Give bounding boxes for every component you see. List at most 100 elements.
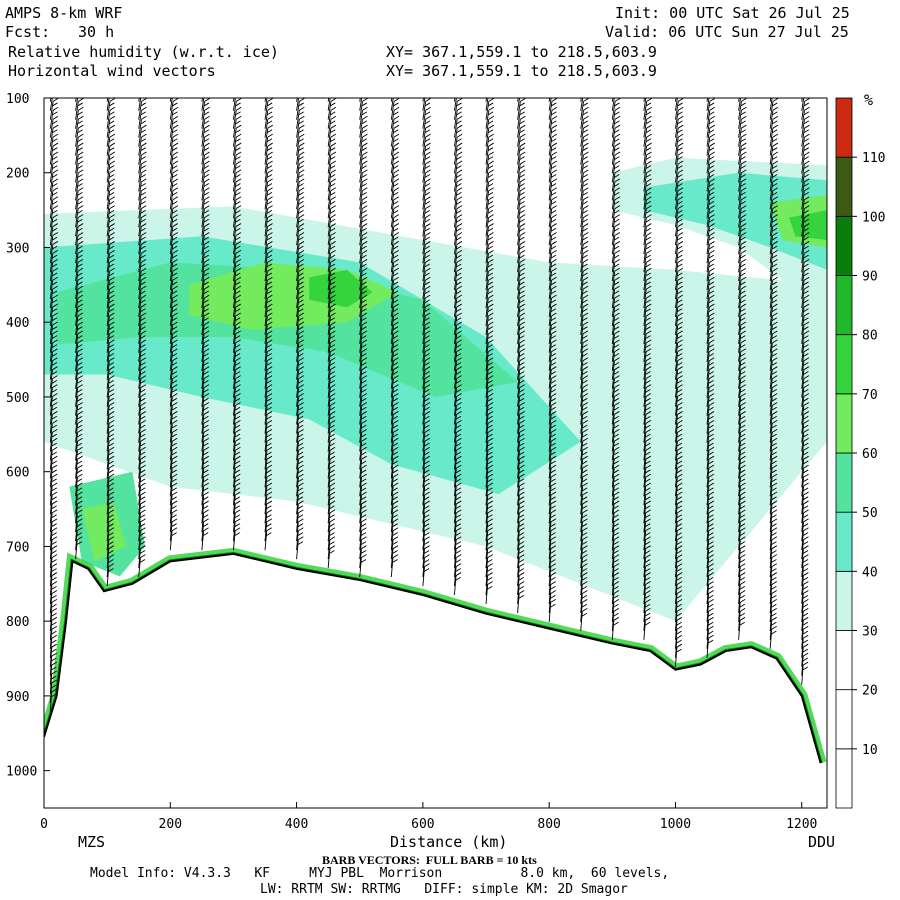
wind-barb: [801, 625, 809, 649]
wind-barb: [327, 115, 337, 138]
wind-barb: [106, 411, 115, 434]
wind-barb: [580, 214, 589, 237]
wind-barb: [422, 402, 431, 425]
wind-barb: [643, 258, 652, 282]
wind-barb: [138, 106, 147, 129]
wind-barb: [359, 160, 368, 183]
wind-barb: [138, 124, 147, 147]
wind-barb: [296, 464, 304, 488]
wind-barb: [801, 160, 810, 183]
wind-barb: [769, 446, 778, 470]
wind-barb: [75, 384, 83, 407]
wind-barb: [232, 294, 241, 318]
wind-barb: [422, 151, 431, 174]
colorbar-segment: [835, 156, 853, 217]
wind-barb: [580, 151, 589, 174]
wind-barb: [706, 321, 715, 344]
wind-barb: [611, 330, 620, 353]
wind-barb: [801, 241, 810, 264]
wind-barb: [769, 572, 778, 596]
wind-barb: [232, 276, 242, 300]
rh-region-70: [309, 269, 373, 308]
wind-barb-column: [296, 98, 305, 560]
wind-barb: [359, 178, 368, 201]
wind-barb: [675, 563, 683, 587]
wind-barb-column: [422, 98, 431, 587]
wind-barb: [169, 250, 178, 273]
wind-barb: [453, 178, 463, 201]
wind-barb: [390, 464, 399, 488]
wind-barb: [643, 232, 652, 255]
wind-barb: [169, 232, 179, 255]
wind-barb: [706, 509, 715, 533]
wind-barb: [296, 312, 305, 335]
wind-barb: [138, 98, 142, 111]
wind-barb: [49, 572, 58, 596]
wind-barb: [643, 464, 652, 488]
wind-barb: [485, 267, 494, 291]
wind-barb: [517, 590, 525, 613]
wind-barb: [485, 536, 493, 560]
wind-barb: [296, 527, 304, 551]
wind-barb: [706, 187, 715, 210]
wind-barb: [801, 98, 805, 111]
wind-barb: [106, 357, 115, 380]
wind-barb: [706, 634, 714, 658]
wind-barb: [106, 554, 115, 578]
wind-barb: [49, 384, 58, 407]
wind-barb: [769, 196, 778, 219]
wind-barb: [327, 482, 336, 506]
wind-barb-column: [485, 98, 495, 605]
wind-barb: [548, 205, 557, 228]
wind-barb: [517, 464, 525, 488]
wind-barb: [453, 464, 462, 488]
wind-barb: [485, 285, 494, 309]
wind-barb-column: [49, 98, 59, 712]
wind-barb: [580, 330, 589, 353]
wind-barb: [738, 572, 746, 596]
wind-barb: [359, 518, 367, 542]
wind-barb: [580, 411, 589, 434]
forecast-hour: 30 h: [78, 23, 115, 41]
wind-barb: [169, 106, 179, 129]
wind-barb: [643, 563, 651, 587]
wind-barb: [801, 384, 810, 407]
wind-barb: [75, 160, 84, 183]
wind-barb: [801, 98, 810, 120]
wind-barb: [675, 232, 684, 255]
wind-barb: [769, 133, 779, 156]
wind-barb: [422, 518, 430, 542]
wind-barb: [49, 151, 59, 174]
wind-barb: [611, 214, 621, 237]
wind-barb: [453, 437, 462, 461]
wind-barb: [453, 554, 462, 578]
wind-barb: [232, 124, 242, 147]
wind-barb: [706, 339, 715, 362]
wind-barb: [548, 411, 557, 434]
wind-barb: [485, 241, 494, 264]
wind-barb: [675, 98, 684, 120]
wind-barb: [359, 187, 368, 210]
wind-barb: [548, 402, 557, 425]
wind-barb: [453, 339, 462, 362]
wind-barb: [390, 491, 399, 515]
wind-barb: [453, 366, 462, 389]
wind-barb: [138, 276, 147, 300]
wind-barb: [801, 258, 810, 282]
wind-barb: [580, 500, 588, 524]
wind-barb: [706, 446, 715, 470]
wind-barb: [359, 411, 367, 434]
wind-barb: [485, 276, 494, 300]
wind-barb: [49, 393, 58, 416]
wind-barb: [106, 402, 115, 425]
wind-barb: [75, 241, 84, 264]
wind-barb: [580, 455, 588, 479]
wind-barb: [706, 536, 714, 560]
wind-barb: [738, 142, 747, 165]
wind-barb-column: [548, 98, 558, 622]
wind-barb: [138, 312, 147, 335]
wind-barb: [517, 115, 526, 138]
wind-barb: [453, 196, 463, 219]
wind-barb: [706, 214, 715, 237]
wind-barb: [548, 223, 557, 246]
